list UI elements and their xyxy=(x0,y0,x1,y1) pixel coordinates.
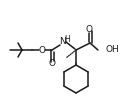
Text: H: H xyxy=(64,34,70,44)
Text: O: O xyxy=(86,25,93,34)
Text: O: O xyxy=(39,45,45,54)
Text: O: O xyxy=(49,59,56,68)
Text: OH: OH xyxy=(105,44,119,54)
Text: N: N xyxy=(60,37,66,46)
